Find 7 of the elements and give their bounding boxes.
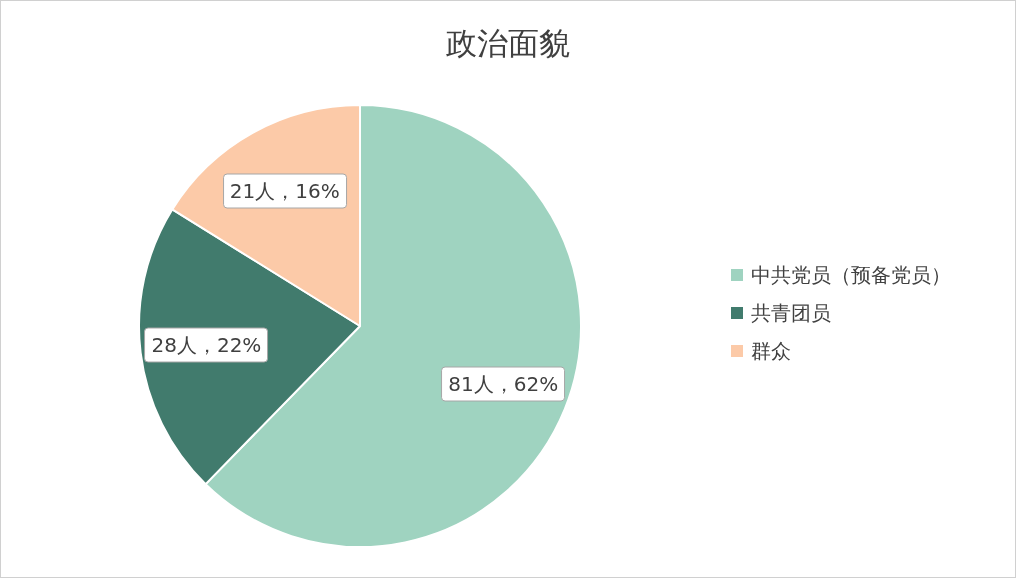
data-label: 28人，22% — [144, 327, 269, 363]
data-label: 21人，16% — [222, 173, 347, 209]
legend-label: 共青团员 — [751, 299, 831, 327]
legend-label: 群众 — [751, 337, 791, 365]
legend-label: 中共党员（预备党员） — [751, 261, 951, 289]
data-label: 81人，62% — [441, 366, 566, 402]
chart-title: 政治面貌 — [445, 24, 571, 63]
